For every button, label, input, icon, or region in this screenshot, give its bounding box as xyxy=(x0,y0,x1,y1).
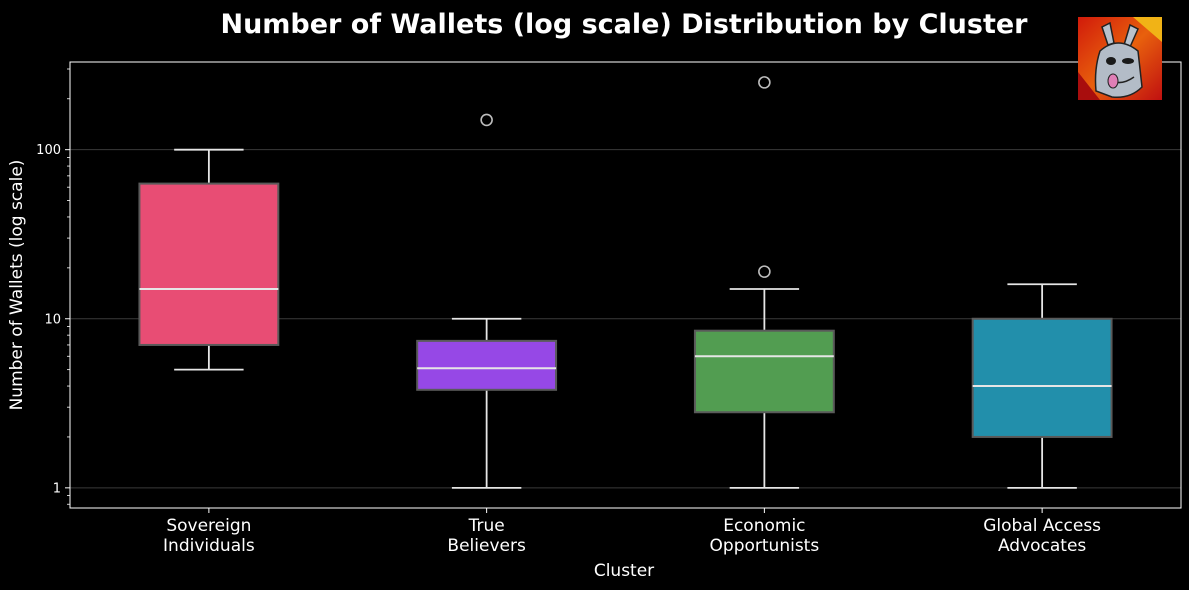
chart-title: Number of Wallets (log scale) Distributi… xyxy=(220,9,1028,40)
outlier-point xyxy=(758,265,771,278)
y-tick-label: 1 xyxy=(53,481,61,496)
plot-frame xyxy=(69,61,1182,509)
x-tick-label: True xyxy=(468,516,505,536)
x-tick-label: Individuals xyxy=(163,536,255,556)
box-group xyxy=(693,76,835,489)
llama-avatar-icon xyxy=(1078,17,1162,100)
x-tick-label: Believers xyxy=(447,536,526,556)
x-tick-label: Advocates xyxy=(998,536,1086,556)
x-tick-label: Global Access xyxy=(983,516,1101,536)
x-tick-label: Economic xyxy=(723,516,805,536)
y-tick-label: 100 xyxy=(36,143,61,158)
y-tick-label: 10 xyxy=(44,312,61,327)
x-tick-label: Opportunists xyxy=(710,536,820,556)
box-group xyxy=(416,113,558,489)
y-axis: 1 10 100 xyxy=(36,68,70,505)
iqr-box xyxy=(693,329,835,414)
outlier-point xyxy=(480,113,493,127)
box-group xyxy=(971,283,1113,489)
iqr-box xyxy=(138,182,280,346)
iqr-box xyxy=(971,317,1113,438)
box-group xyxy=(138,148,280,371)
boxes xyxy=(138,76,1113,489)
outlier-point xyxy=(758,76,771,89)
iqr-box xyxy=(416,339,558,391)
y-axis-label: Number of Wallets (log scale) xyxy=(7,160,27,411)
x-tick-label: Sovereign xyxy=(166,516,251,536)
x-axis-label: Cluster xyxy=(594,561,654,581)
